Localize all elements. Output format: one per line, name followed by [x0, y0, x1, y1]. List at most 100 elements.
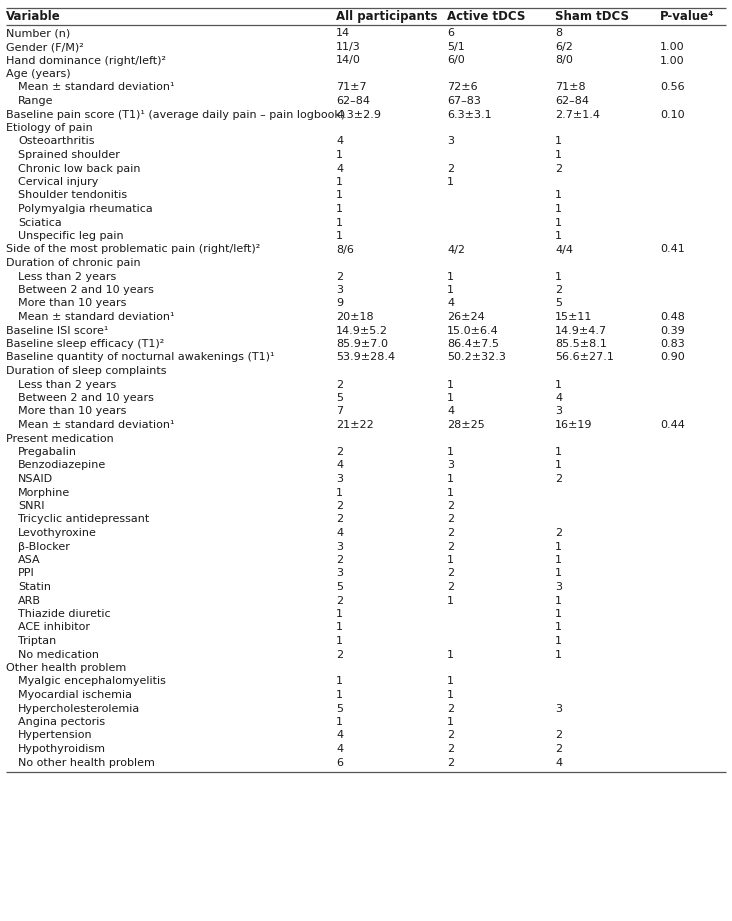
- Text: Between 2 and 10 years: Between 2 and 10 years: [18, 393, 154, 403]
- Text: 6.3±3.1: 6.3±3.1: [447, 110, 492, 120]
- Text: 21±22: 21±22: [336, 420, 374, 430]
- Text: 4: 4: [555, 393, 562, 403]
- Text: 1: 1: [555, 460, 562, 471]
- Text: β-Blocker: β-Blocker: [18, 542, 70, 552]
- Text: 3: 3: [336, 542, 343, 552]
- Text: More than 10 years: More than 10 years: [18, 298, 127, 309]
- Text: 4: 4: [336, 528, 343, 538]
- Text: 2: 2: [336, 447, 343, 457]
- Text: 1: 1: [447, 177, 454, 187]
- Text: 3: 3: [336, 568, 343, 578]
- Text: 1: 1: [555, 649, 562, 659]
- Text: 1: 1: [336, 217, 343, 227]
- Text: 0.48: 0.48: [660, 312, 685, 322]
- Text: Side of the most problematic pain (right/left)²: Side of the most problematic pain (right…: [6, 244, 261, 254]
- Text: ARB: ARB: [18, 596, 41, 605]
- Text: 7: 7: [336, 406, 343, 416]
- Text: 1: 1: [555, 636, 562, 646]
- Text: 4: 4: [447, 406, 454, 416]
- Text: Shoulder tendonitis: Shoulder tendonitis: [18, 191, 127, 201]
- Text: 1: 1: [336, 231, 343, 241]
- Text: 4: 4: [447, 298, 454, 309]
- Text: 2: 2: [555, 528, 562, 538]
- Text: 1: 1: [447, 555, 454, 565]
- Text: Number (n): Number (n): [6, 29, 70, 39]
- Text: 14.9±4.7: 14.9±4.7: [555, 325, 607, 335]
- Text: 1: 1: [555, 379, 562, 390]
- Text: Range: Range: [18, 96, 53, 106]
- Text: 71±7: 71±7: [336, 83, 367, 92]
- Text: 1: 1: [336, 204, 343, 214]
- Text: 5: 5: [336, 582, 343, 592]
- Text: Cervical injury: Cervical injury: [18, 177, 98, 187]
- Text: 2: 2: [336, 649, 343, 659]
- Text: 1: 1: [447, 285, 454, 295]
- Text: Gender (F/M)²: Gender (F/M)²: [6, 42, 83, 52]
- Text: Morphine: Morphine: [18, 487, 70, 497]
- Text: Pregabalin: Pregabalin: [18, 447, 77, 457]
- Text: 1: 1: [336, 177, 343, 187]
- Text: 1: 1: [447, 272, 454, 282]
- Text: 1: 1: [555, 447, 562, 457]
- Text: 1: 1: [447, 677, 454, 686]
- Text: 2: 2: [447, 515, 454, 524]
- Text: 1: 1: [336, 150, 343, 160]
- Text: 53.9±28.4: 53.9±28.4: [336, 353, 395, 363]
- Text: 6/2: 6/2: [555, 42, 573, 52]
- Text: 2: 2: [447, 164, 454, 173]
- Text: Hypercholesterolemia: Hypercholesterolemia: [18, 704, 141, 714]
- Text: 6/0: 6/0: [447, 55, 465, 65]
- Text: 9: 9: [336, 298, 343, 309]
- Text: 1: 1: [447, 717, 454, 727]
- Text: 1: 1: [447, 690, 454, 700]
- Text: 8/6: 8/6: [336, 244, 354, 254]
- Text: More than 10 years: More than 10 years: [18, 406, 127, 416]
- Text: 2: 2: [447, 582, 454, 592]
- Text: 2: 2: [555, 164, 562, 173]
- Text: Other health problem: Other health problem: [6, 663, 126, 673]
- Text: 62–84: 62–84: [336, 96, 370, 106]
- Text: Myocardial ischemia: Myocardial ischemia: [18, 690, 132, 700]
- Text: 4: 4: [336, 136, 343, 146]
- Text: 1: 1: [555, 217, 562, 227]
- Text: 5: 5: [555, 298, 562, 309]
- Text: 3: 3: [555, 582, 562, 592]
- Text: 1: 1: [447, 596, 454, 605]
- Text: Baseline pain score (T1)¹ (average daily pain – pain logbook): Baseline pain score (T1)¹ (average daily…: [6, 110, 346, 120]
- Text: Between 2 and 10 years: Between 2 and 10 years: [18, 285, 154, 295]
- Text: Thiazide diuretic: Thiazide diuretic: [18, 609, 111, 619]
- Text: 2: 2: [336, 501, 343, 511]
- Text: 15±11: 15±11: [555, 312, 592, 322]
- Text: Active tDCS: Active tDCS: [447, 10, 526, 23]
- Text: 8: 8: [555, 29, 562, 39]
- Text: Sham tDCS: Sham tDCS: [555, 10, 629, 23]
- Text: 62–84: 62–84: [555, 96, 589, 106]
- Text: Hand dominance (right/left)²: Hand dominance (right/left)²: [6, 55, 166, 65]
- Text: 5: 5: [336, 393, 343, 403]
- Text: 2: 2: [336, 515, 343, 524]
- Text: 1: 1: [336, 609, 343, 619]
- Text: 1: 1: [447, 474, 454, 484]
- Text: 1: 1: [336, 690, 343, 700]
- Text: No other health problem: No other health problem: [18, 757, 155, 767]
- Text: 28±25: 28±25: [447, 420, 485, 430]
- Text: 71±8: 71±8: [555, 83, 586, 92]
- Text: Baseline ISI score¹: Baseline ISI score¹: [6, 325, 108, 335]
- Text: 1: 1: [336, 717, 343, 727]
- Text: 85.5±8.1: 85.5±8.1: [555, 339, 607, 349]
- Text: 1: 1: [555, 555, 562, 565]
- Text: 11/3: 11/3: [336, 42, 361, 52]
- Text: 2: 2: [336, 596, 343, 605]
- Text: Mean ± standard deviation¹: Mean ± standard deviation¹: [18, 420, 174, 430]
- Text: Baseline sleep efficacy (T1)²: Baseline sleep efficacy (T1)²: [6, 339, 164, 349]
- Text: 2: 2: [336, 272, 343, 282]
- Text: Mean ± standard deviation¹: Mean ± standard deviation¹: [18, 83, 174, 92]
- Text: 4: 4: [336, 744, 343, 754]
- Text: 4.3±2.9: 4.3±2.9: [336, 110, 381, 120]
- Text: 1: 1: [555, 623, 562, 633]
- Text: 8/0: 8/0: [555, 55, 573, 65]
- Text: Angina pectoris: Angina pectoris: [18, 717, 105, 727]
- Text: 4/4: 4/4: [555, 244, 573, 254]
- Text: 15.0±6.4: 15.0±6.4: [447, 325, 498, 335]
- Text: 20±18: 20±18: [336, 312, 373, 322]
